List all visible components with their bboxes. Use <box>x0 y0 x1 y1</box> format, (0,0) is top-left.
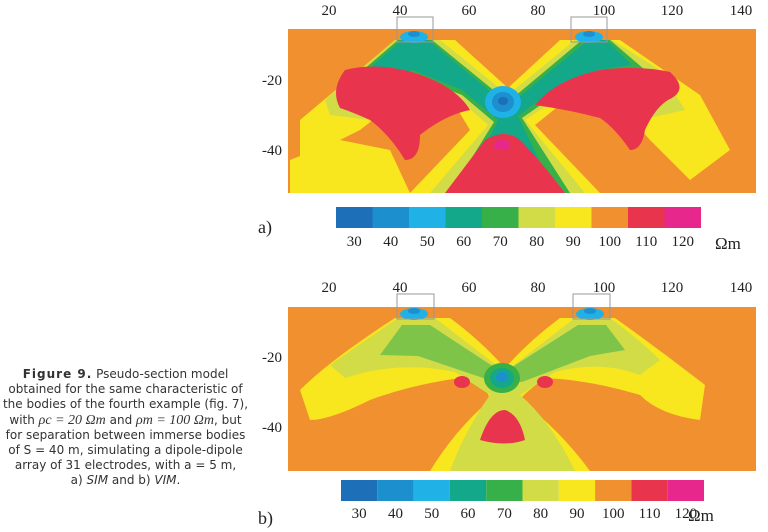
colorbar-tick-label: 110 <box>639 506 661 522</box>
pseudosection-b <box>288 307 756 471</box>
y-axis-ticks-a: -20 -40 <box>262 73 282 159</box>
x-tick: 80 <box>531 3 546 19</box>
colorbar-swatch <box>558 480 596 501</box>
body-marker <box>570 16 608 43</box>
colorbar-tick-label: 90 <box>566 234 581 250</box>
colorbar-tick-label: 40 <box>383 234 398 250</box>
x-tick: 40 <box>393 280 408 296</box>
colorbar-tick-label: 120 <box>672 234 695 250</box>
panel-a: 20 40 60 80 100 120 140 -20 -40 <box>258 3 756 238</box>
colorbar-tick-label: 120 <box>675 506 698 522</box>
caption-lead: Figure 9. <box>22 367 93 381</box>
colorbar-swatches <box>336 207 701 228</box>
x-tick: 100 <box>593 3 616 19</box>
colorbar-tick-label: 40 <box>388 506 403 522</box>
colorbar-swatch <box>591 207 628 228</box>
y-tick: -40 <box>262 420 282 436</box>
colorbar-swatch <box>486 480 523 501</box>
colorbar-swatch <box>595 480 632 501</box>
colorbar-tick-label: 50 <box>420 234 435 250</box>
colorbar-swatch <box>445 207 482 228</box>
colorbar-tick-label: 110 <box>635 234 657 250</box>
colorbar-swatch <box>518 207 555 228</box>
colorbar-tick-label: 100 <box>599 234 622 250</box>
caption-end: . <box>176 473 181 488</box>
body-marker <box>572 293 611 320</box>
x-axis-ticks-a: 20 40 60 80 100 120 140 <box>322 3 753 19</box>
colorbar-tick-label: 70 <box>493 234 508 250</box>
colorbar-tick-label: 80 <box>533 506 548 522</box>
caption-sim: SIM <box>86 473 109 488</box>
colorbar-b: 30 40 50 60 70 80 90 100 110 120 Ωm <box>341 480 714 525</box>
colorbar-swatch <box>372 207 409 228</box>
colorbar-swatch <box>482 207 519 228</box>
y-tick: -40 <box>262 143 282 159</box>
colorbar-tick-label: 30 <box>347 234 362 250</box>
x-tick: 140 <box>730 280 753 296</box>
colorbar-labels: 30 40 50 60 70 80 90 100 110 120 <box>347 234 694 250</box>
x-tick: 140 <box>730 3 753 19</box>
panel-b: 20 40 60 80 100 120 140 -20 -40 <box>258 280 756 529</box>
caption-text-2: , but for separation between immerse bod… <box>5 412 246 473</box>
x-tick: 40 <box>393 3 408 19</box>
colorbar-tick-label: 80 <box>529 234 544 250</box>
colorbar-swatch <box>336 207 373 228</box>
pseudosection-a <box>288 29 756 193</box>
body-marker <box>396 293 435 320</box>
colorbar-tick-label: 30 <box>352 506 367 522</box>
x-tick: 120 <box>661 3 684 19</box>
y-tick: -20 <box>262 350 282 366</box>
x-tick: 20 <box>322 3 337 19</box>
x-tick: 20 <box>322 280 337 296</box>
x-tick: 60 <box>462 3 477 19</box>
colorbar-unit: Ωm <box>715 234 741 253</box>
panel-label: b) <box>258 508 273 529</box>
colorbar-tick-label: 60 <box>456 234 471 250</box>
colorbar-tick-label: 50 <box>424 506 439 522</box>
colorbar-swatch <box>664 207 701 228</box>
colorbar-swatch <box>449 480 487 501</box>
colorbar-labels: 30 40 50 60 70 80 90 100 110 120 <box>352 506 697 522</box>
caption-part-a: a) <box>70 473 87 488</box>
y-tick: -20 <box>262 73 282 89</box>
colorbar-swatch <box>522 480 559 501</box>
colorbar-swatch <box>631 480 668 501</box>
colorbar-tick-label: 70 <box>497 506 512 522</box>
colorbar-swatch <box>413 480 450 501</box>
colorbar-swatches <box>341 480 704 501</box>
x-tick: 60 <box>462 280 477 296</box>
body-marker <box>396 16 434 43</box>
rho-m: ρm = 100 Ωm <box>136 412 215 428</box>
caption-vim: VIM <box>154 473 177 488</box>
colorbar-unit: Ωm <box>688 506 714 525</box>
colorbar-swatch <box>555 207 592 228</box>
colorbar-swatch <box>628 207 665 228</box>
panel-label: a) <box>258 217 272 238</box>
colorbar-swatch <box>341 480 378 501</box>
caption-text: Pseudo-section model obtained for the sa… <box>2 367 249 427</box>
colorbar-tick-label: 90 <box>569 506 584 522</box>
colorbar-tick-label: 100 <box>602 506 625 522</box>
rho-c: ρc = 20 Ωm <box>38 412 106 428</box>
x-axis-ticks-b: 20 40 60 80 100 120 140 <box>322 280 753 296</box>
caption-and: and <box>105 412 137 427</box>
caption-part-mid: and b) <box>108 473 155 488</box>
x-tick: 100 <box>593 280 616 296</box>
colorbar-tick-label: 60 <box>461 506 476 522</box>
x-tick: 80 <box>531 280 546 296</box>
figure-caption: Figure 9. Pseudo-section model obtained … <box>2 367 249 489</box>
colorbar-swatch <box>409 207 446 228</box>
colorbar-swatch <box>667 480 704 501</box>
x-tick: 120 <box>661 280 684 296</box>
colorbar-a: 30 40 50 60 70 80 90 100 110 120 Ωm <box>336 207 741 253</box>
colorbar-swatch <box>377 480 414 501</box>
y-axis-ticks-b: -20 -40 <box>262 350 282 436</box>
